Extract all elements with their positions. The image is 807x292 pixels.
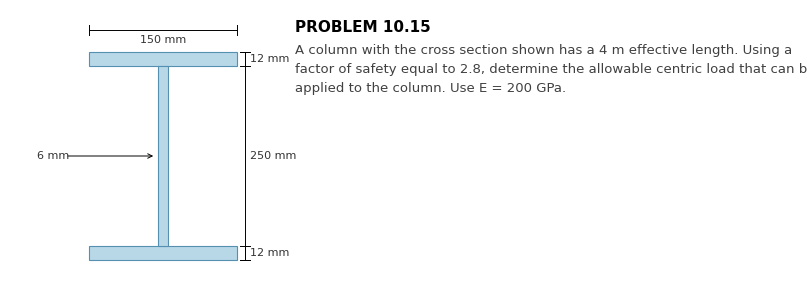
Text: 150 mm: 150 mm [140,35,186,45]
Bar [89,52,237,66]
Bar [158,66,168,246]
Text: A column with the cross section shown has a 4 m effective length. Using a
factor: A column with the cross section shown ha… [295,44,807,95]
Text: PROBLEM 10.15: PROBLEM 10.15 [295,20,431,35]
Text: 12 mm: 12 mm [250,248,290,258]
Text: 12 mm: 12 mm [250,54,290,64]
Text: 250 mm: 250 mm [250,151,296,161]
Bar [89,246,237,260]
Text: 6 mm: 6 mm [37,151,69,161]
